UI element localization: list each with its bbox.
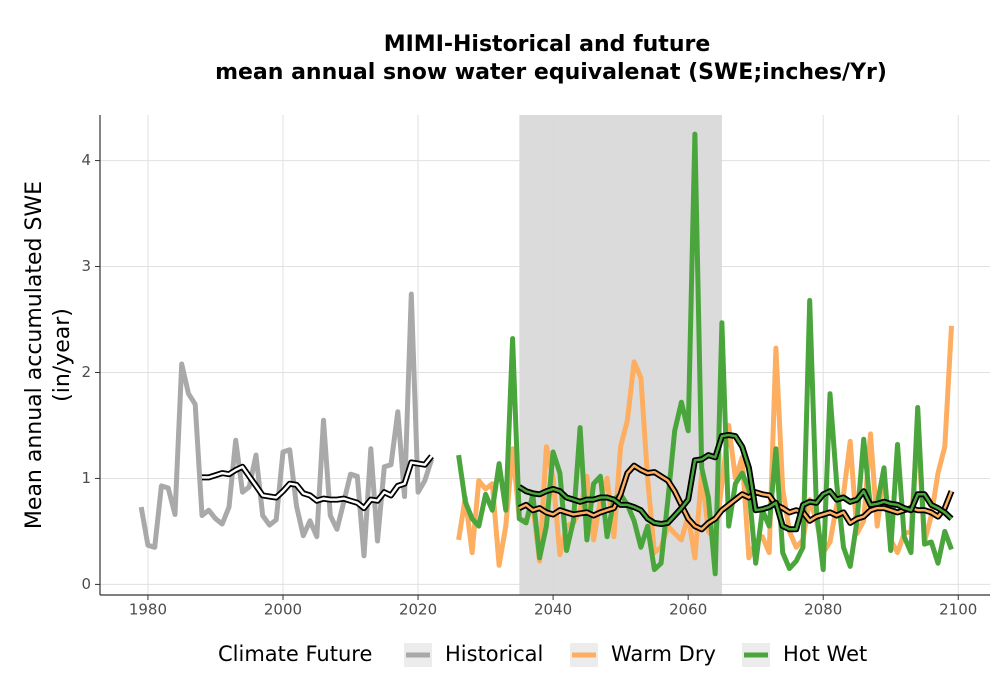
legend-label: Warm Dry	[611, 642, 716, 666]
legend-label: Hot Wet	[783, 642, 867, 666]
x-tick-label: 2000	[264, 601, 302, 619]
y-tick-label: 0	[81, 575, 91, 593]
y-tick-label: 1	[81, 469, 91, 487]
x-tick-label: 2080	[804, 601, 842, 619]
x-tick-label: 2100	[939, 601, 977, 619]
x-tick-label: 2040	[534, 601, 572, 619]
y-axis-label: Mean annual accumulated SWE	[22, 181, 47, 529]
y-tick-label: 2	[81, 363, 91, 381]
trend-line	[518, 464, 953, 531]
trend-line	[202, 455, 433, 510]
x-tick-label: 2060	[669, 601, 707, 619]
y-tick-label: 4	[81, 151, 91, 169]
legend-label: Historical	[445, 642, 543, 666]
y-axis-label: (in/year)	[50, 308, 75, 402]
series-line	[138, 291, 434, 559]
legend: Climate Future Historical Warm Dry Hot Wet	[218, 642, 867, 667]
trend-line	[518, 433, 953, 531]
plot-area: 0 1 2 3 4 1980 2000 2020 2040 2060 2080 2100	[81, 115, 990, 619]
x-tick-label: 2020	[399, 601, 437, 619]
x-tick-label: 1980	[129, 601, 167, 619]
legend-title: Climate Future	[218, 642, 372, 666]
chart-title: mean annual snow water equivalenat (SWE;…	[215, 60, 887, 85]
y-tick-label: 3	[81, 257, 91, 275]
chart-title: MIMI-Historical and future	[384, 32, 711, 57]
